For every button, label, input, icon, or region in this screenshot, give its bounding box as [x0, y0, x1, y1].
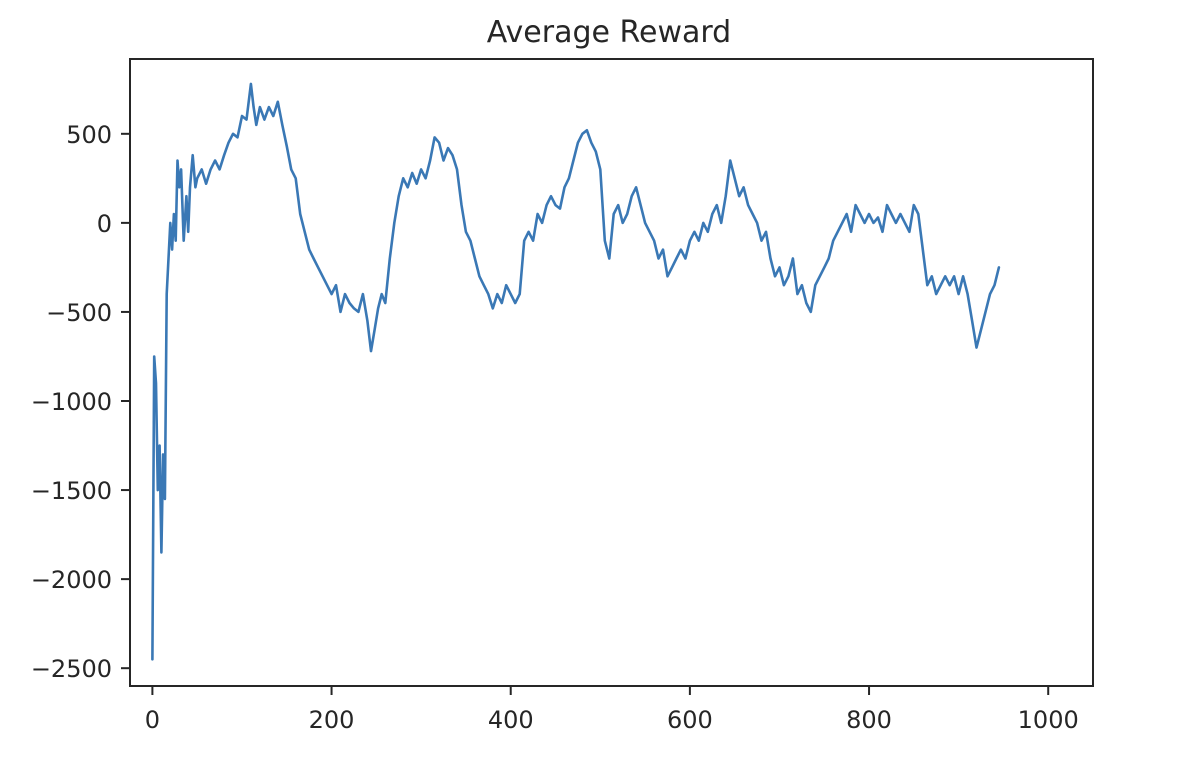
x-tick-label: 1000	[1018, 706, 1079, 734]
y-tick-label: −2500	[31, 655, 112, 683]
y-tick-label: −500	[46, 299, 112, 327]
y-tick-label: −2000	[31, 566, 112, 594]
plot-frame	[129, 58, 1094, 687]
x-tick-label: 600	[667, 706, 713, 734]
y-tick-label: 0	[97, 210, 112, 238]
x-tick-label: 800	[846, 706, 892, 734]
y-tick-label: 500	[66, 121, 112, 149]
x-tick-label: 0	[145, 706, 160, 734]
y-tick-label: −1500	[31, 477, 112, 505]
series-line	[151, 82, 1001, 661]
x-tick-label: 400	[488, 706, 534, 734]
chart-title: Average Reward	[487, 15, 731, 50]
plot-marks: 0 200 400 600 800 1000 500 0 −500 −1000 −1500 −2000…	[31, 82, 1079, 734]
y-tick-label: −1000	[31, 388, 112, 416]
x-tick-label: 200	[309, 706, 355, 734]
